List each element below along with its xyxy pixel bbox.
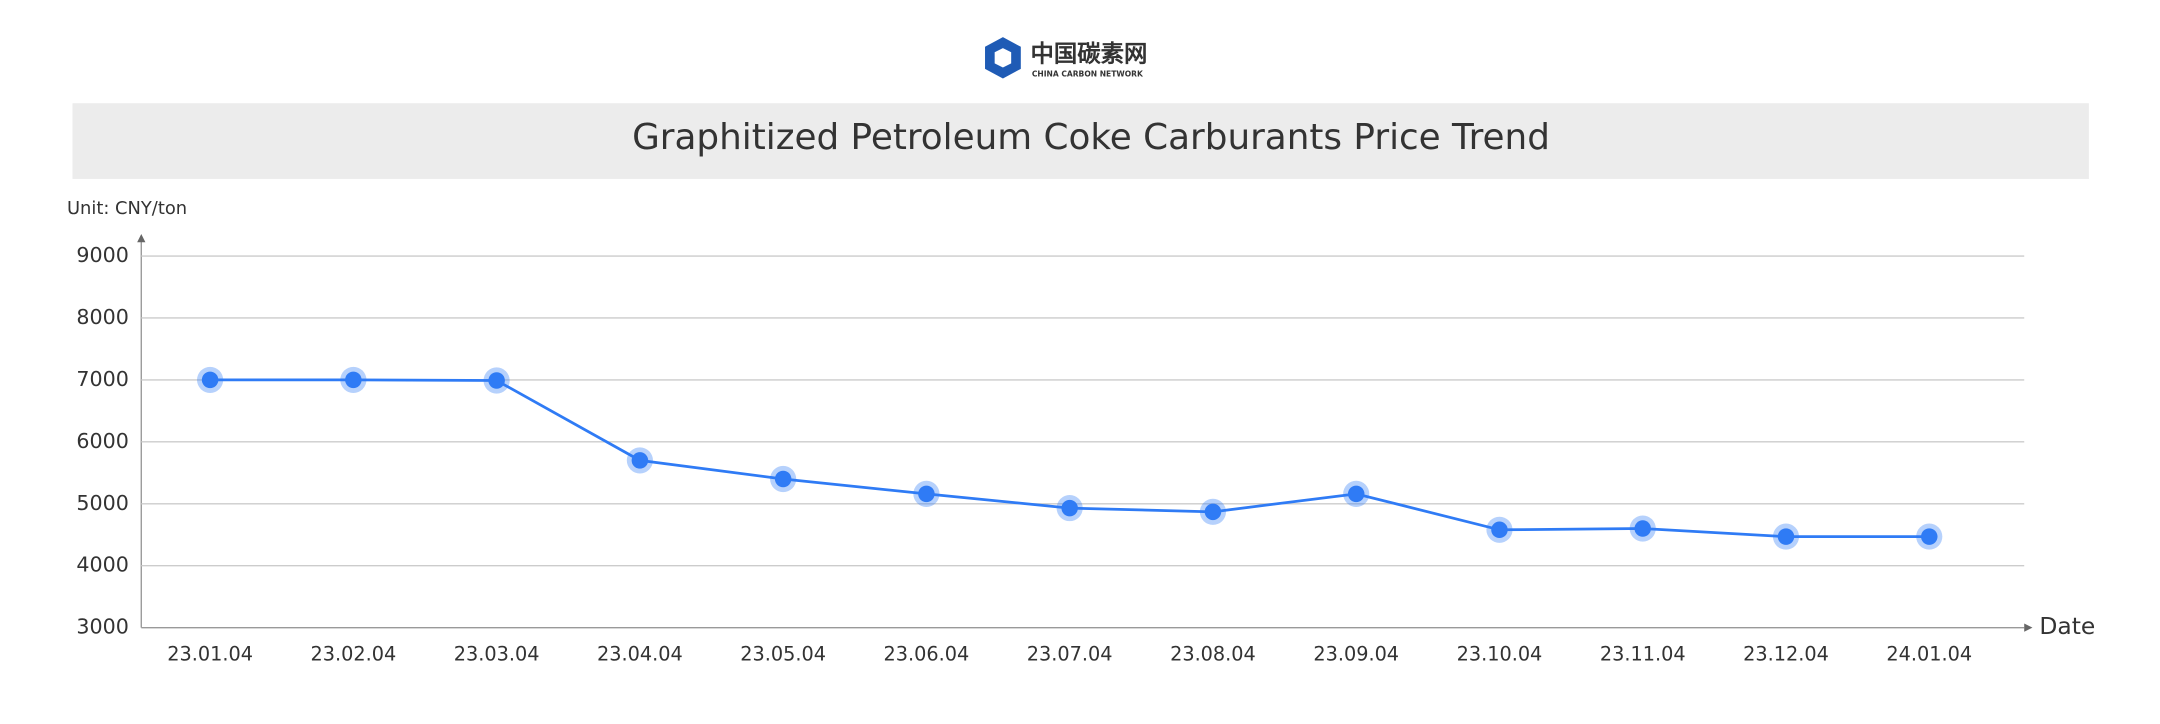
x-tick-label: 23.02.04 [310, 643, 396, 666]
x-tick-label: 23.09.04 [1313, 643, 1399, 666]
point [774, 470, 792, 488]
point [488, 372, 505, 389]
y-axis-label: Unit: CNY/ton [67, 198, 187, 219]
point [1777, 528, 1795, 545]
x-tick-label: 23.10.04 [1457, 643, 1543, 666]
x-tick-label: 23.06.04 [884, 643, 970, 666]
x-tick-label: 23.08.04 [1170, 643, 1256, 666]
logo: 中国碳素网 CHINA CARBON NETWORK [985, 37, 1147, 79]
x-tick-label: 23.04.04 [597, 643, 683, 666]
y-tick-label: 5000 [76, 491, 129, 515]
point [1634, 520, 1651, 537]
y-tick-label: 9000 [76, 243, 129, 267]
x-tick-label: 23.03.04 [454, 643, 540, 666]
y-tick-label: 6000 [76, 429, 129, 453]
y-tick-label: 7000 [76, 367, 129, 391]
logo-icon-inner [994, 48, 1012, 68]
point [345, 371, 362, 389]
logo-name: 中国碳素网 [1030, 40, 1147, 68]
x-tick-label: 23.07.04 [1027, 643, 1113, 666]
x-tick-label: 23.11.04 [1600, 643, 1686, 666]
x-axis-arrow [2024, 623, 2033, 632]
point [1061, 499, 1078, 517]
x-tick-label: 24.01.04 [1886, 643, 1972, 666]
x-tick-label: 23.05.04 [740, 643, 826, 666]
chart-title: Graphitized Petroleum Coke Carburants Pr… [632, 117, 1550, 158]
y-tick-label: 4000 [76, 553, 129, 577]
x-axis-label: Date [2039, 612, 2095, 640]
point [631, 452, 649, 469]
logo-subtitle: CHINA CARBON NETWORK [1032, 69, 1144, 78]
title-band [72, 103, 2089, 179]
point [201, 371, 219, 389]
x-tick-label: 23.01.04 [167, 643, 253, 666]
y-tick-label: 8000 [76, 305, 129, 329]
point [1920, 528, 1938, 545]
point [1491, 521, 1508, 539]
y-axis-arrow [137, 233, 146, 243]
y-tick-label: 3000 [76, 615, 129, 639]
point [1204, 503, 1222, 521]
point [1347, 485, 1365, 503]
x-tick-label: 23.12.04 [1743, 643, 1829, 666]
point [918, 485, 935, 503]
